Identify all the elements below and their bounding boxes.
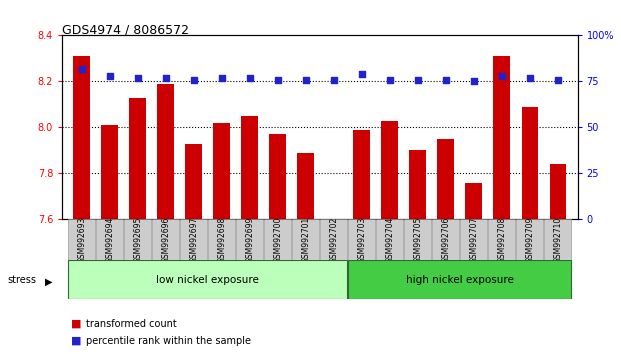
FancyBboxPatch shape <box>68 260 347 299</box>
Text: GSM992707: GSM992707 <box>469 217 478 263</box>
FancyBboxPatch shape <box>292 219 319 260</box>
FancyBboxPatch shape <box>152 219 179 260</box>
FancyBboxPatch shape <box>96 219 123 260</box>
Point <box>161 75 171 81</box>
FancyBboxPatch shape <box>237 219 263 260</box>
Point <box>413 77 423 82</box>
Text: GSM992701: GSM992701 <box>301 217 310 263</box>
Text: transformed count: transformed count <box>86 319 176 329</box>
Bar <box>242 116 258 219</box>
Point <box>497 73 507 79</box>
FancyBboxPatch shape <box>376 219 403 260</box>
Bar <box>270 134 286 219</box>
Bar <box>550 164 566 219</box>
Point <box>357 71 367 77</box>
Text: ■: ■ <box>71 319 82 329</box>
Text: high nickel exposure: high nickel exposure <box>406 275 514 285</box>
Text: GSM992706: GSM992706 <box>442 217 450 263</box>
Point <box>133 75 143 81</box>
FancyBboxPatch shape <box>124 219 151 260</box>
Text: GSM992693: GSM992693 <box>77 217 86 263</box>
FancyBboxPatch shape <box>265 219 291 260</box>
Text: GSM992695: GSM992695 <box>134 217 142 263</box>
Point <box>273 77 283 82</box>
Point <box>525 75 535 81</box>
Text: GSM992702: GSM992702 <box>329 217 338 263</box>
Text: GSM992700: GSM992700 <box>273 217 283 263</box>
Point <box>77 66 87 72</box>
Bar <box>437 139 455 219</box>
Text: GSM992703: GSM992703 <box>357 217 366 263</box>
FancyBboxPatch shape <box>320 219 347 260</box>
FancyBboxPatch shape <box>348 219 375 260</box>
Text: GSM992698: GSM992698 <box>217 217 226 263</box>
FancyBboxPatch shape <box>208 219 235 260</box>
Text: GSM992699: GSM992699 <box>245 217 254 263</box>
FancyBboxPatch shape <box>68 219 95 260</box>
Point <box>245 75 255 81</box>
Bar <box>185 143 202 219</box>
Text: stress: stress <box>7 275 37 285</box>
Point <box>385 77 395 82</box>
FancyBboxPatch shape <box>545 219 571 260</box>
Point <box>441 77 451 82</box>
Text: ■: ■ <box>71 336 82 346</box>
Point <box>189 77 199 82</box>
Text: GSM992709: GSM992709 <box>525 217 535 263</box>
Bar <box>73 56 90 219</box>
Text: GSM992697: GSM992697 <box>189 217 198 263</box>
Bar <box>466 183 483 219</box>
Text: GSM992694: GSM992694 <box>105 217 114 263</box>
Text: GSM992704: GSM992704 <box>386 217 394 263</box>
FancyBboxPatch shape <box>489 219 515 260</box>
Bar <box>522 107 538 219</box>
Bar <box>129 97 146 219</box>
Text: ▶: ▶ <box>45 276 53 286</box>
Bar <box>214 123 230 219</box>
Bar <box>101 125 118 219</box>
Bar <box>297 153 314 219</box>
Point <box>469 79 479 84</box>
FancyBboxPatch shape <box>348 260 571 299</box>
Bar <box>494 56 510 219</box>
FancyBboxPatch shape <box>180 219 207 260</box>
Text: GSM992710: GSM992710 <box>553 217 563 263</box>
Text: GDS4974 / 8086572: GDS4974 / 8086572 <box>62 23 189 36</box>
Bar <box>381 120 398 219</box>
Point <box>301 77 310 82</box>
Point <box>105 73 115 79</box>
Point <box>553 77 563 82</box>
Text: low nickel exposure: low nickel exposure <box>156 275 259 285</box>
FancyBboxPatch shape <box>517 219 543 260</box>
Bar <box>157 84 174 219</box>
Bar <box>353 130 370 219</box>
Point <box>217 75 227 81</box>
FancyBboxPatch shape <box>460 219 487 260</box>
Point <box>329 77 339 82</box>
FancyBboxPatch shape <box>404 219 432 260</box>
Text: GSM992708: GSM992708 <box>497 217 506 263</box>
Text: GSM992705: GSM992705 <box>414 217 422 263</box>
Text: GSM992696: GSM992696 <box>161 217 170 263</box>
FancyBboxPatch shape <box>432 219 460 260</box>
Bar <box>409 150 426 219</box>
Text: percentile rank within the sample: percentile rank within the sample <box>86 336 251 346</box>
